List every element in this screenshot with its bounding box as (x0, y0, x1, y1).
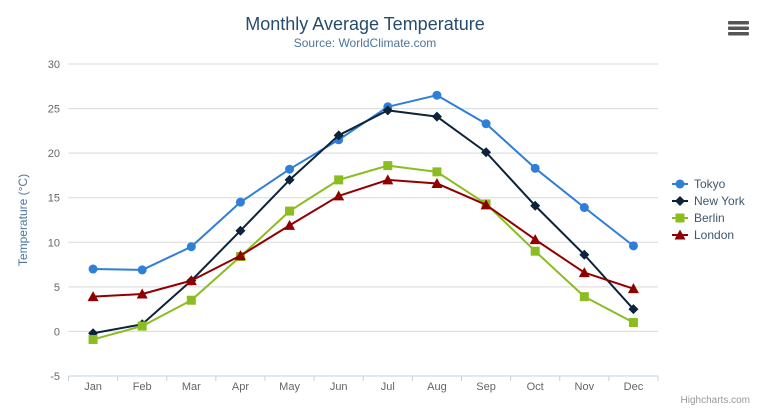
triangle-marker[interactable] (185, 275, 197, 286)
triangle-marker (674, 229, 686, 240)
square-marker[interactable] (628, 318, 638, 328)
diamond-marker (675, 196, 685, 206)
circle-marker[interactable] (530, 163, 540, 173)
square-marker[interactable] (334, 175, 344, 185)
circle-marker (675, 179, 685, 189)
triangle-marker[interactable] (284, 219, 296, 230)
square-marker (675, 213, 685, 223)
circle-marker[interactable] (628, 241, 638, 251)
legend-item-label: Berlin (694, 211, 725, 225)
triangle-marker[interactable] (627, 283, 639, 294)
circle-marker[interactable] (579, 203, 589, 213)
x-axis-tick-label: Dec (624, 381, 644, 393)
x-axis-tick-label: Mar (182, 381, 201, 393)
legend-item-label: Tokyo (694, 177, 726, 191)
chart-subtitle: Source: WorldClimate.com (294, 36, 437, 50)
square-marker[interactable] (432, 167, 442, 177)
y-axis-tick-label: 10 (48, 237, 60, 249)
square-marker[interactable] (579, 292, 589, 302)
square-marker[interactable] (383, 161, 393, 171)
triangle-marker[interactable] (382, 174, 394, 185)
circle-marker[interactable] (481, 119, 491, 129)
x-axis-tick-label: Aug (427, 381, 447, 393)
legend-item-label: New York (694, 194, 746, 208)
diamond-marker[interactable] (579, 249, 590, 260)
y-axis-tick-label: 15 (48, 193, 60, 205)
triangle-marker[interactable] (136, 288, 148, 299)
diamond-marker[interactable] (382, 105, 393, 116)
x-axis-tick-label: Jan (84, 381, 102, 393)
y-axis-tick-label: 30 (48, 59, 60, 71)
x-axis-tick-label: Nov (575, 381, 595, 393)
square-marker[interactable] (186, 295, 196, 305)
legend-item-tokyo[interactable]: Tokyo (672, 177, 726, 191)
chart-title: Monthly Average Temperature (245, 14, 484, 34)
triangle-marker[interactable] (234, 250, 246, 261)
series-berlin[interactable] (88, 161, 638, 344)
circle-marker[interactable] (235, 197, 245, 207)
series-line[interactable] (93, 94, 635, 271)
circle-marker[interactable] (88, 264, 98, 274)
square-marker[interactable] (88, 334, 98, 344)
diamond-marker[interactable] (284, 174, 295, 185)
x-axis-tick-label: Feb (133, 381, 152, 393)
triangle-marker[interactable] (480, 199, 492, 210)
triangle-marker[interactable] (529, 234, 541, 245)
x-axis-tick-label: Apr (232, 381, 249, 393)
circle-marker[interactable] (137, 265, 147, 275)
legend: Tokyo New York Berlin London (672, 177, 746, 242)
diamond-marker[interactable] (530, 200, 541, 211)
triangle-marker[interactable] (578, 267, 590, 278)
circle-marker[interactable] (432, 90, 442, 100)
square-marker[interactable] (530, 246, 540, 256)
y-axis-tick-label: 20 (48, 148, 60, 160)
hamburger-icon (728, 21, 749, 36)
circle-marker[interactable] (186, 242, 196, 252)
series-line[interactable] (92, 109, 635, 335)
credits-link[interactable]: Highcharts.com (681, 395, 750, 406)
x-axis-tick-label: Jul (381, 381, 395, 393)
legend-item-label: London (694, 228, 734, 242)
series-line[interactable] (93, 178, 634, 298)
series-line[interactable] (92, 164, 634, 341)
y-axis-tick-label: 25 (48, 104, 60, 116)
context-menu-button[interactable] (728, 21, 749, 36)
x-axis-tick-label: May (279, 381, 300, 393)
y-axis-title: Temperature (°C) (16, 174, 30, 266)
x-axis-tick-label: Sep (476, 381, 496, 393)
x-axis-tick-label: Oct (527, 381, 544, 393)
x-axis (68, 375, 659, 381)
x-axis-tick-label: Jun (330, 381, 348, 393)
square-marker[interactable] (285, 206, 295, 216)
triangle-marker[interactable] (431, 177, 443, 188)
y-axis-tick-label: 0 (54, 326, 60, 338)
legend-item-new-york[interactable]: New York (672, 194, 746, 208)
diamond-marker[interactable] (628, 304, 639, 315)
y-axis-tick-label: -5 (50, 371, 60, 383)
square-marker[interactable] (137, 321, 147, 331)
y-axis-tick-label: 5 (54, 282, 60, 294)
axis-labels: -5 0 5 10 15 20 25 30 Jan Feb Mar Apr May Jun Jul Aug Se… (48, 59, 644, 393)
diamond-marker[interactable] (333, 130, 344, 141)
triangle-marker[interactable] (87, 291, 99, 302)
diamond-marker[interactable] (481, 147, 492, 158)
legend-item-london[interactable]: London (672, 228, 734, 242)
series-tokyo[interactable] (88, 90, 638, 275)
legend-item-berlin[interactable]: Berlin (672, 211, 725, 225)
diamond-marker[interactable] (235, 225, 246, 236)
circle-marker[interactable] (285, 164, 295, 174)
gridlines (68, 63, 658, 332)
triangle-marker[interactable] (333, 190, 345, 201)
diamond-marker[interactable] (431, 111, 442, 122)
series-london[interactable] (87, 174, 639, 302)
series-group (87, 90, 639, 344)
series-new-york[interactable] (88, 105, 639, 339)
